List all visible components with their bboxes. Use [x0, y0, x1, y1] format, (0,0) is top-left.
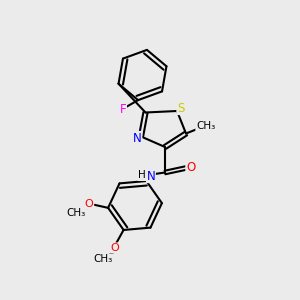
Text: CH₃: CH₃	[66, 208, 85, 218]
Text: N: N	[146, 169, 155, 183]
Text: CH₃: CH₃	[196, 121, 215, 131]
Text: O: O	[85, 199, 94, 209]
Text: CH₃: CH₃	[94, 254, 113, 264]
Text: O: O	[186, 161, 195, 174]
Text: N: N	[133, 131, 142, 145]
Text: O: O	[110, 243, 119, 253]
Text: S: S	[177, 101, 184, 115]
Text: H: H	[138, 170, 146, 181]
Text: F: F	[120, 103, 126, 116]
